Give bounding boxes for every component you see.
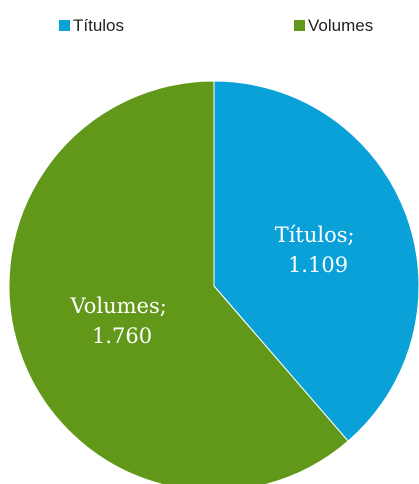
legend-swatch-volumes [294, 20, 305, 31]
data-label-titulos: Títulos; 1.109 [275, 223, 362, 277]
legend-label-titulos: Títulos [73, 16, 124, 35]
legend: Títulos Volumes [59, 16, 373, 35]
data-label-titulos-name: Títulos; [275, 223, 355, 247]
legend-label-volumes: Volumes [308, 16, 373, 35]
pie-slice-volumes [8, 80, 349, 484]
data-label-volumes-name: Volumes; [69, 294, 166, 318]
legend-swatch-titulos [59, 20, 70, 31]
pie-slice-titulos [213, 80, 419, 442]
data-label-volumes-value: 1.760 [92, 324, 152, 348]
data-label-titulos-value: 1.109 [288, 253, 348, 277]
pie-slices [8, 80, 419, 484]
data-label-volumes: Volumes; 1.760 [69, 294, 173, 348]
data-labels: Títulos; 1.109 Volumes; 1.760 [69, 223, 362, 348]
